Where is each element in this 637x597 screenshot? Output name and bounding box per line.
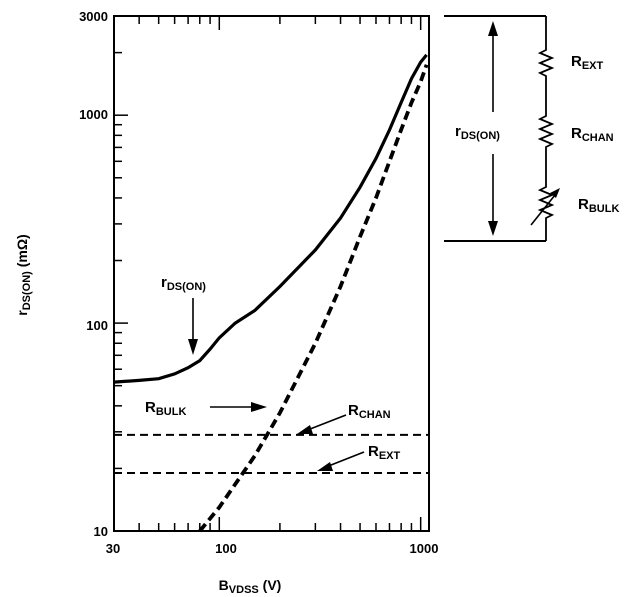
inset-circuit-diagram: rDS(ON) REXT RCHAN RBULK xyxy=(444,15,619,242)
x-tick-label-30: 30 xyxy=(106,541,120,556)
x-axis-label-sub: VDSS xyxy=(229,584,259,596)
y-tick-label-1000: 1000 xyxy=(79,107,108,122)
r-chan-arrowhead xyxy=(297,425,313,434)
variable-resistor-arrow xyxy=(530,194,556,226)
rds-on-series-line xyxy=(113,53,428,384)
x-tick-label-100: 100 xyxy=(215,541,237,556)
rds-on-annotation-main: r xyxy=(161,274,167,291)
x-axis-label-tail: (V) xyxy=(259,577,282,593)
r-ext-arrow xyxy=(325,451,365,468)
r-ext-annotation-main: R xyxy=(368,443,379,460)
x-tick-label-1000: 1000 xyxy=(410,541,439,556)
inset-r-bulk-label-sub: BULK xyxy=(589,203,620,215)
inset-r-ext-label-sub: EXT xyxy=(582,60,604,72)
y-tick-label-100: 100 xyxy=(86,318,108,333)
r-ext-arrowhead xyxy=(317,462,333,471)
inset-rds-label-sub: DS(ON) xyxy=(461,130,500,142)
inset-r-ext-label: REXT xyxy=(571,53,604,72)
rds-on-annotation: rDS(ON) xyxy=(161,274,206,293)
r-chan-annotation: RCHAN xyxy=(348,402,391,421)
r-ext-annotation-sub: EXT xyxy=(379,450,401,462)
r-bulk-annotation: RBULK xyxy=(145,399,186,418)
r-bulk-series-line xyxy=(198,64,429,533)
inset-r-chan-label-main: R xyxy=(571,125,582,142)
y-axis-label: rDS(ON) (mΩ) xyxy=(14,234,33,315)
inset-resistor-chain xyxy=(537,16,555,241)
r-ext-annotation: REXT xyxy=(368,443,401,462)
r-chan-annotation-main: R xyxy=(348,402,359,419)
inset-r-bulk-label: RBULK xyxy=(578,196,619,215)
rds-on-arrowhead xyxy=(188,339,198,355)
y-axis-label-tail: (mΩ) xyxy=(14,234,30,271)
inset-r-ext-label-main: R xyxy=(571,53,582,70)
y-tick-label-10: 10 xyxy=(94,524,108,539)
y-axis-label-main: r xyxy=(14,310,30,316)
y-axis-label-sub: DS(ON) xyxy=(21,271,33,310)
rds-on-annotation-sub: DS(ON) xyxy=(167,281,206,293)
axis-ticks xyxy=(114,16,422,531)
r-bulk-annotation-sub: BULK xyxy=(156,406,187,418)
x-axis-label: BVDSS (V) xyxy=(219,577,282,596)
r-chan-arrow xyxy=(304,414,347,432)
inset-r-chan-label-sub: CHAN xyxy=(582,132,614,144)
y-tick-label-3000: 3000 xyxy=(79,9,108,24)
x-axis-label-main: B xyxy=(219,577,229,593)
inset-rds-label: rDS(ON) xyxy=(455,123,500,142)
r-bulk-annotation-main: R xyxy=(145,399,156,416)
inset-rds-label-main: r xyxy=(455,123,461,140)
inset-down-arrowhead xyxy=(488,221,498,236)
inset-up-arrowhead xyxy=(488,21,498,36)
r-bulk-arrowhead xyxy=(251,402,267,412)
r-chan-annotation-sub: CHAN xyxy=(359,409,391,421)
inset-r-chan-label: RCHAN xyxy=(571,125,614,144)
variable-resistor-arrowhead xyxy=(550,188,560,198)
plot-frame xyxy=(113,15,430,532)
inset-r-bulk-label-main: R xyxy=(578,196,589,213)
